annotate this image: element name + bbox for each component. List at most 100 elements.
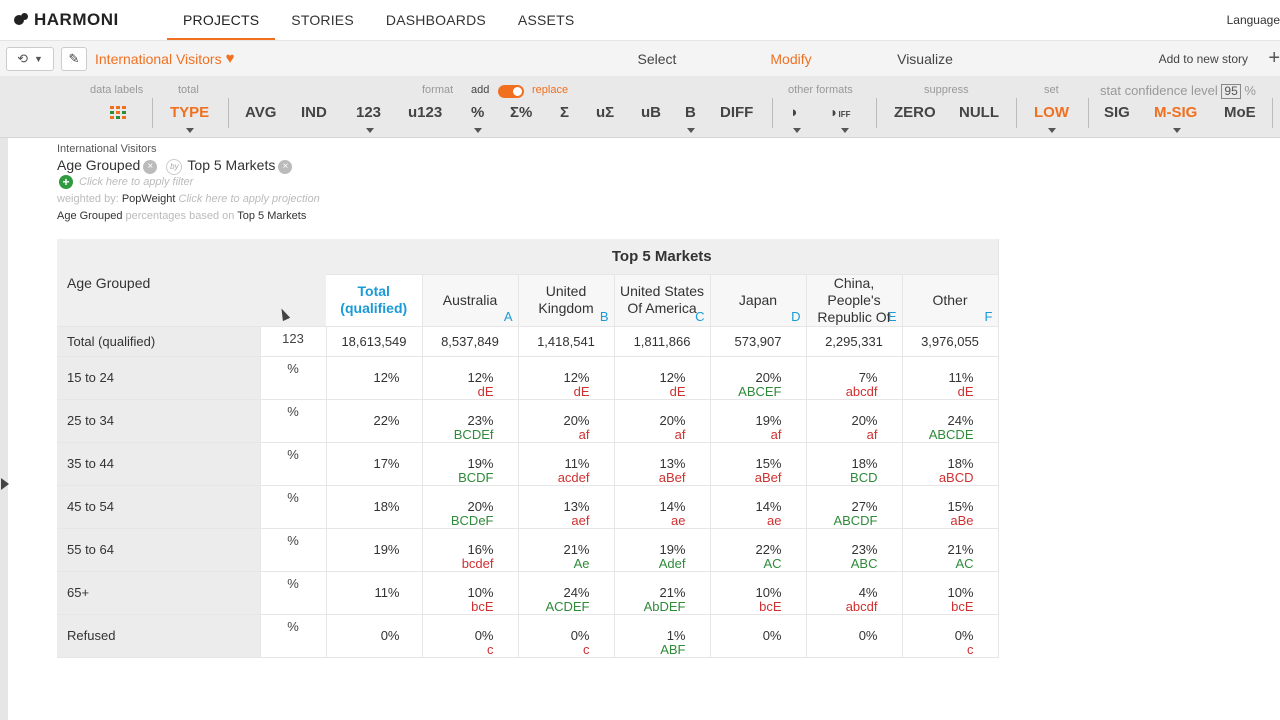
row-stat-type[interactable]: %: [260, 571, 327, 615]
table-cell[interactable]: 10% bcE: [422, 571, 519, 615]
row-label[interactable]: Refused: [57, 614, 261, 658]
other-diff-button[interactable]: ◗IFF: [830, 104, 851, 120]
suppress-zero-button[interactable]: ZERO: [894, 104, 936, 121]
row-label[interactable]: 65+: [57, 571, 261, 615]
mode-modify[interactable]: Modify: [770, 51, 812, 67]
nav-tab-dashboards[interactable]: DASHBOARDS: [385, 12, 486, 28]
history-button[interactable]: ⟲ ▼: [6, 47, 54, 71]
row-stat-type[interactable]: %: [260, 399, 327, 443]
count-button[interactable]: 123: [356, 104, 382, 121]
row-variable-header[interactable]: Age Grouped: [57, 239, 326, 327]
table-cell[interactable]: 0% c: [518, 614, 615, 658]
row-label[interactable]: 55 to 64: [57, 528, 261, 572]
table-cell[interactable]: 23% ABC: [806, 528, 903, 572]
nav-tab-assets[interactable]: ASSETS: [517, 12, 575, 28]
row-stat-type[interactable]: %: [260, 528, 327, 572]
column-header[interactable]: Total (qualified): [326, 274, 423, 327]
table-cell[interactable]: 0%: [710, 614, 807, 658]
table-cell[interactable]: 20% af: [806, 399, 903, 443]
table-cell[interactable]: 4% abcdf: [806, 571, 903, 615]
story-title[interactable]: International Visitors ♥: [95, 50, 235, 67]
column-header[interactable]: Japan D: [710, 274, 807, 327]
row-label[interactable]: 15 to 24: [57, 356, 261, 400]
table-cell[interactable]: 11% acdef: [518, 442, 615, 486]
table-cell[interactable]: 0%: [806, 614, 903, 658]
weight-variable[interactable]: PopWeight: [121, 193, 176, 205]
table-cell[interactable]: 11% dE: [902, 356, 999, 400]
projection-hint[interactable]: Click here to apply projection: [178, 193, 320, 205]
column-header[interactable]: United States Of America C: [614, 274, 711, 327]
column-header[interactable]: United Kingdom B: [518, 274, 615, 327]
column-header[interactable]: Australia A: [422, 274, 519, 327]
confidence-level-input[interactable]: 95: [1221, 84, 1241, 99]
table-cell[interactable]: 17%: [326, 442, 423, 486]
table-cell[interactable]: 22% AC: [710, 528, 807, 572]
table-cell[interactable]: 8,537,849: [422, 326, 519, 357]
close-icon[interactable]: ×: [143, 160, 158, 175]
table-cell[interactable]: 3,976,055: [902, 326, 999, 357]
add-replace-toggle[interactable]: [498, 85, 524, 98]
table-cell[interactable]: 2,295,331: [806, 326, 903, 357]
table-cell[interactable]: 13% aBef: [614, 442, 711, 486]
table-cell[interactable]: 1,811,866: [614, 326, 711, 357]
table-cell[interactable]: 18% aBCD: [902, 442, 999, 486]
row-variable-chip[interactable]: Age Grouped: [57, 157, 141, 173]
table-cell[interactable]: 12% dE: [422, 356, 519, 400]
table-cell[interactable]: 20% BCDeF: [422, 485, 519, 529]
base-button[interactable]: B: [685, 104, 696, 121]
table-cell[interactable]: 15% aBef: [710, 442, 807, 486]
table-cell[interactable]: 11%: [326, 571, 423, 615]
unweighted-count-button[interactable]: u123: [408, 104, 443, 121]
filter-hint[interactable]: Click here to apply filter: [79, 175, 194, 188]
table-cell[interactable]: 16% bcdef: [422, 528, 519, 572]
table-cell[interactable]: 18,613,549: [326, 326, 423, 357]
edit-title-button[interactable]: ✎: [61, 47, 87, 71]
table-cell[interactable]: 19% Adef: [614, 528, 711, 572]
table-cell[interactable]: 19%: [326, 528, 423, 572]
table-cell[interactable]: 27% ABCDF: [806, 485, 903, 529]
table-cell[interactable]: 12%: [326, 356, 423, 400]
language-selector[interactable]: Language: [1226, 13, 1280, 27]
table-cell[interactable]: 20% af: [518, 399, 615, 443]
row-stat-type[interactable]: %: [260, 614, 327, 658]
table-cell[interactable]: 24% ACDEF: [518, 571, 615, 615]
row-label[interactable]: 45 to 54: [57, 485, 261, 529]
table-cell[interactable]: 15% aBe: [902, 485, 999, 529]
table-cell[interactable]: 1,418,541: [518, 326, 615, 357]
other-format-icon[interactable]: ◗: [790, 104, 800, 121]
row-stat-type[interactable]: %: [260, 356, 327, 400]
table-cell[interactable]: 7% abcdf: [806, 356, 903, 400]
table-cell[interactable]: 18%: [326, 485, 423, 529]
row-stat-type[interactable]: %: [260, 485, 327, 529]
column-variable-chip[interactable]: Top 5 Markets: [187, 157, 276, 173]
column-header[interactable]: China, People's Republic Of E: [806, 274, 903, 327]
column-header[interactable]: Other F: [902, 274, 999, 327]
table-cell[interactable]: 23% BCDEf: [422, 399, 519, 443]
table-cell[interactable]: 0% c: [902, 614, 999, 658]
row-label[interactable]: 25 to 34: [57, 399, 261, 443]
harmoni-logo[interactable]: HARMONI: [14, 10, 119, 30]
filter-row[interactable]: + Click here to apply filter: [59, 175, 193, 189]
table-cell[interactable]: 573,907: [710, 326, 807, 357]
ind-button[interactable]: IND: [301, 104, 327, 121]
data-labels-grid-icon[interactable]: [110, 106, 126, 120]
table-cell[interactable]: 14% ae: [614, 485, 711, 529]
plus-icon[interactable]: +: [1268, 47, 1280, 69]
table-cell[interactable]: 10% bcE: [710, 571, 807, 615]
mode-visualize[interactable]: Visualize: [897, 51, 953, 67]
set-low-button[interactable]: LOW: [1034, 104, 1069, 121]
table-cell[interactable]: 14% ae: [710, 485, 807, 529]
row-stat-type[interactable]: 123: [260, 326, 327, 357]
table-cell[interactable]: 21% AC: [902, 528, 999, 572]
table-cell[interactable]: 19% af: [710, 399, 807, 443]
add-filter-icon[interactable]: +: [59, 175, 73, 189]
table-cell[interactable]: 10% bcE: [902, 571, 999, 615]
table-cell[interactable]: 21% Ae: [518, 528, 615, 572]
table-cell[interactable]: 22%: [326, 399, 423, 443]
diff-button[interactable]: DIFF: [720, 104, 754, 121]
table-cell[interactable]: 24% ABCDE: [902, 399, 999, 443]
expand-panel-icon[interactable]: [1, 478, 9, 490]
avg-button[interactable]: AVG: [245, 104, 277, 121]
type-button[interactable]: TYPE: [170, 104, 210, 121]
row-label[interactable]: Total (qualified): [57, 326, 261, 357]
